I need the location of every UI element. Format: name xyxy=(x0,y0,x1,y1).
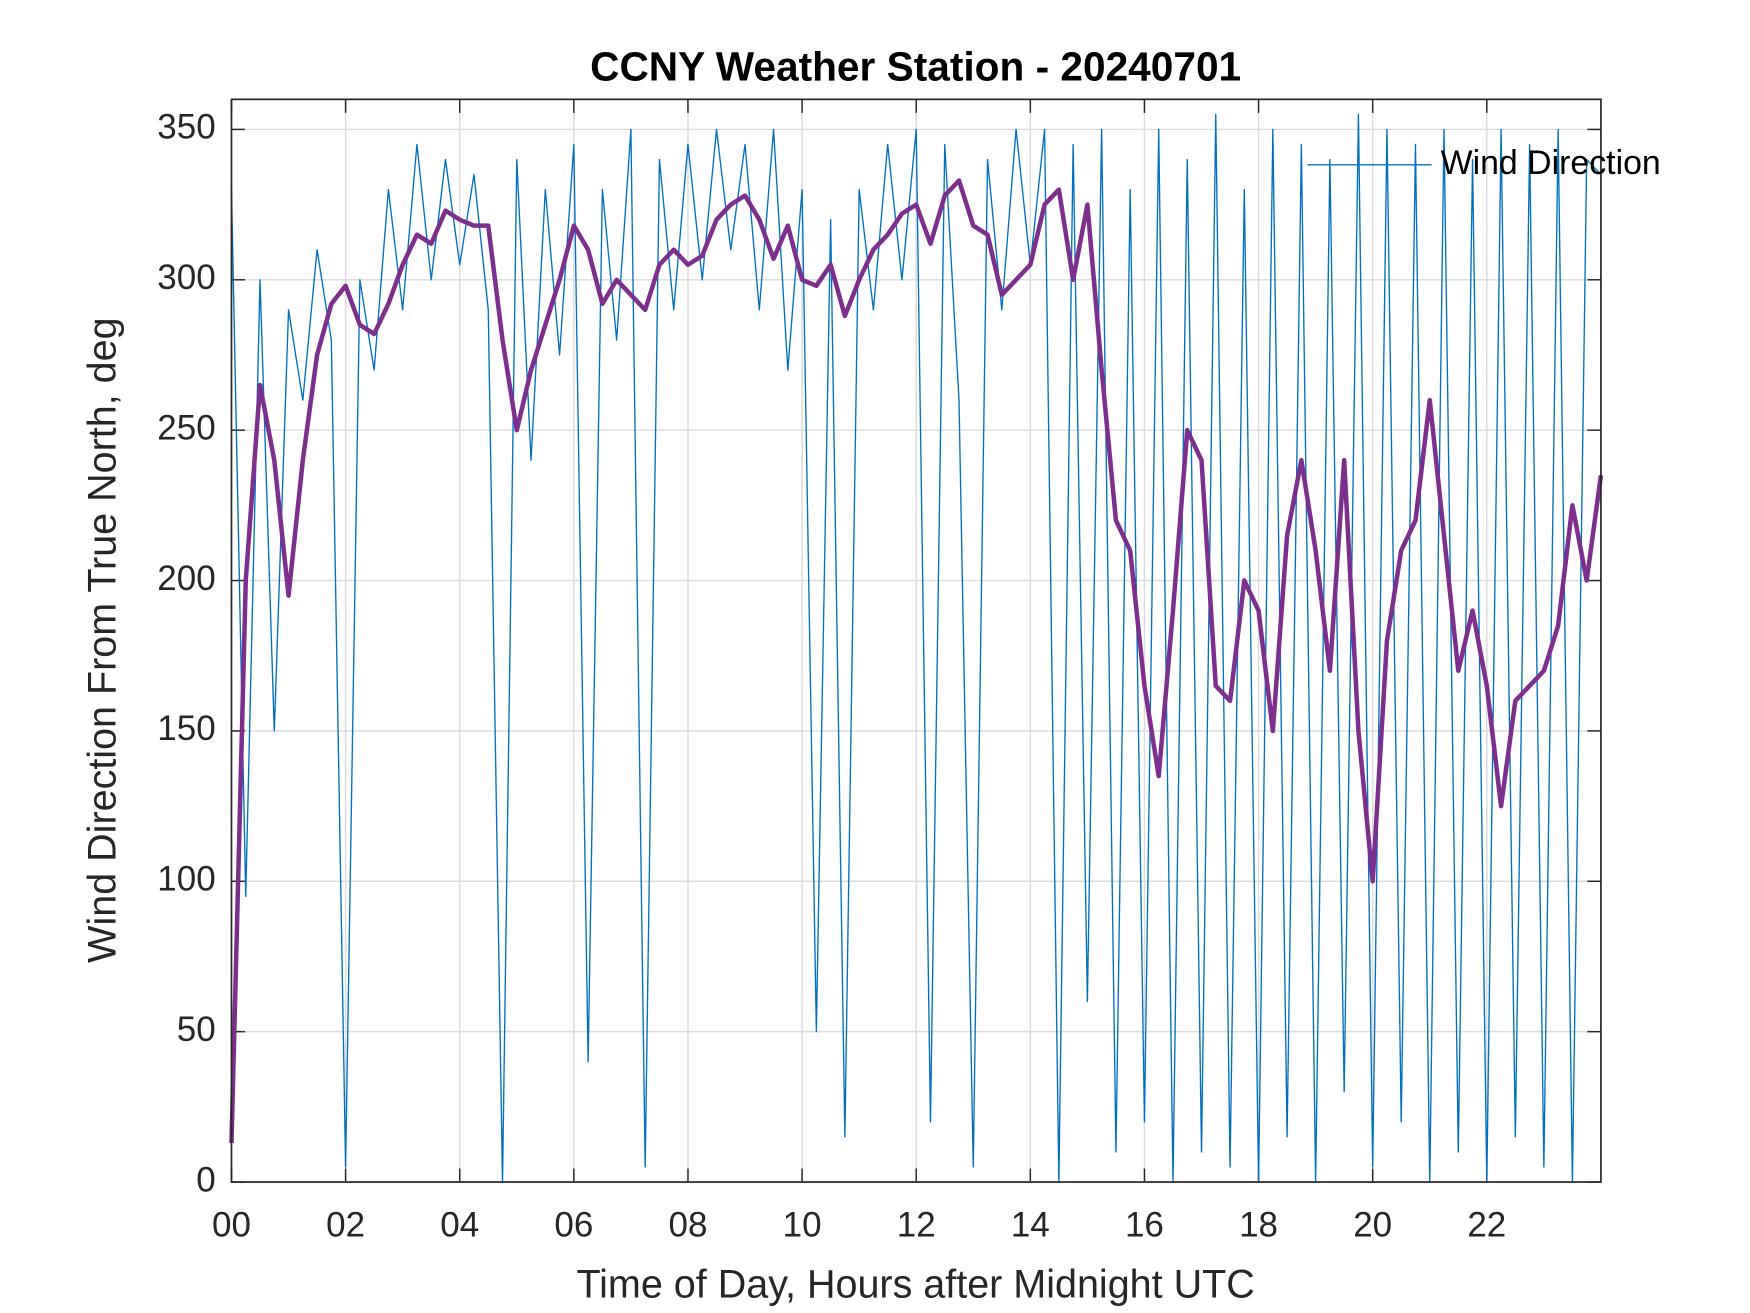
x-tick-label: 12 xyxy=(897,1205,936,1244)
chart-title: CCNY Weather Station - 20240701 xyxy=(590,44,1241,90)
x-tick-label: 20 xyxy=(1353,1205,1392,1244)
x-tick-label: 00 xyxy=(212,1205,251,1244)
x-tick-label: 16 xyxy=(1125,1205,1164,1244)
series-line xyxy=(230,113,1602,1183)
y-tick-label: 200 xyxy=(157,559,215,598)
x-tick-label: 08 xyxy=(669,1205,708,1244)
plot-frame xyxy=(230,98,1602,1183)
x-tick-label: 04 xyxy=(440,1205,479,1244)
x-axis-label: Time of Day, Hours after Midnight UTC xyxy=(577,1262,1255,1306)
y-tick-label: 100 xyxy=(157,860,215,899)
y-tick-label: 150 xyxy=(157,709,215,748)
y-tick-label: 50 xyxy=(177,1010,216,1049)
y-tick-label: 350 xyxy=(157,108,215,147)
x-tick-label: 10 xyxy=(783,1205,822,1244)
y-axis-label: Wind Direction From True North, deg xyxy=(80,317,124,962)
y-tick-label: 0 xyxy=(196,1160,215,1199)
y-tick-label: 250 xyxy=(157,408,215,447)
legend-label: Wind Direction xyxy=(1441,144,1661,182)
y-tick-label: 300 xyxy=(157,258,215,297)
x-tick-label: 18 xyxy=(1239,1205,1278,1244)
x-tick-label: 14 xyxy=(1011,1205,1050,1244)
x-tick-label: 22 xyxy=(1467,1205,1506,1244)
x-tick-label: 06 xyxy=(554,1205,593,1244)
series-line xyxy=(229,178,1604,1143)
x-tick-label: 02 xyxy=(326,1205,365,1244)
